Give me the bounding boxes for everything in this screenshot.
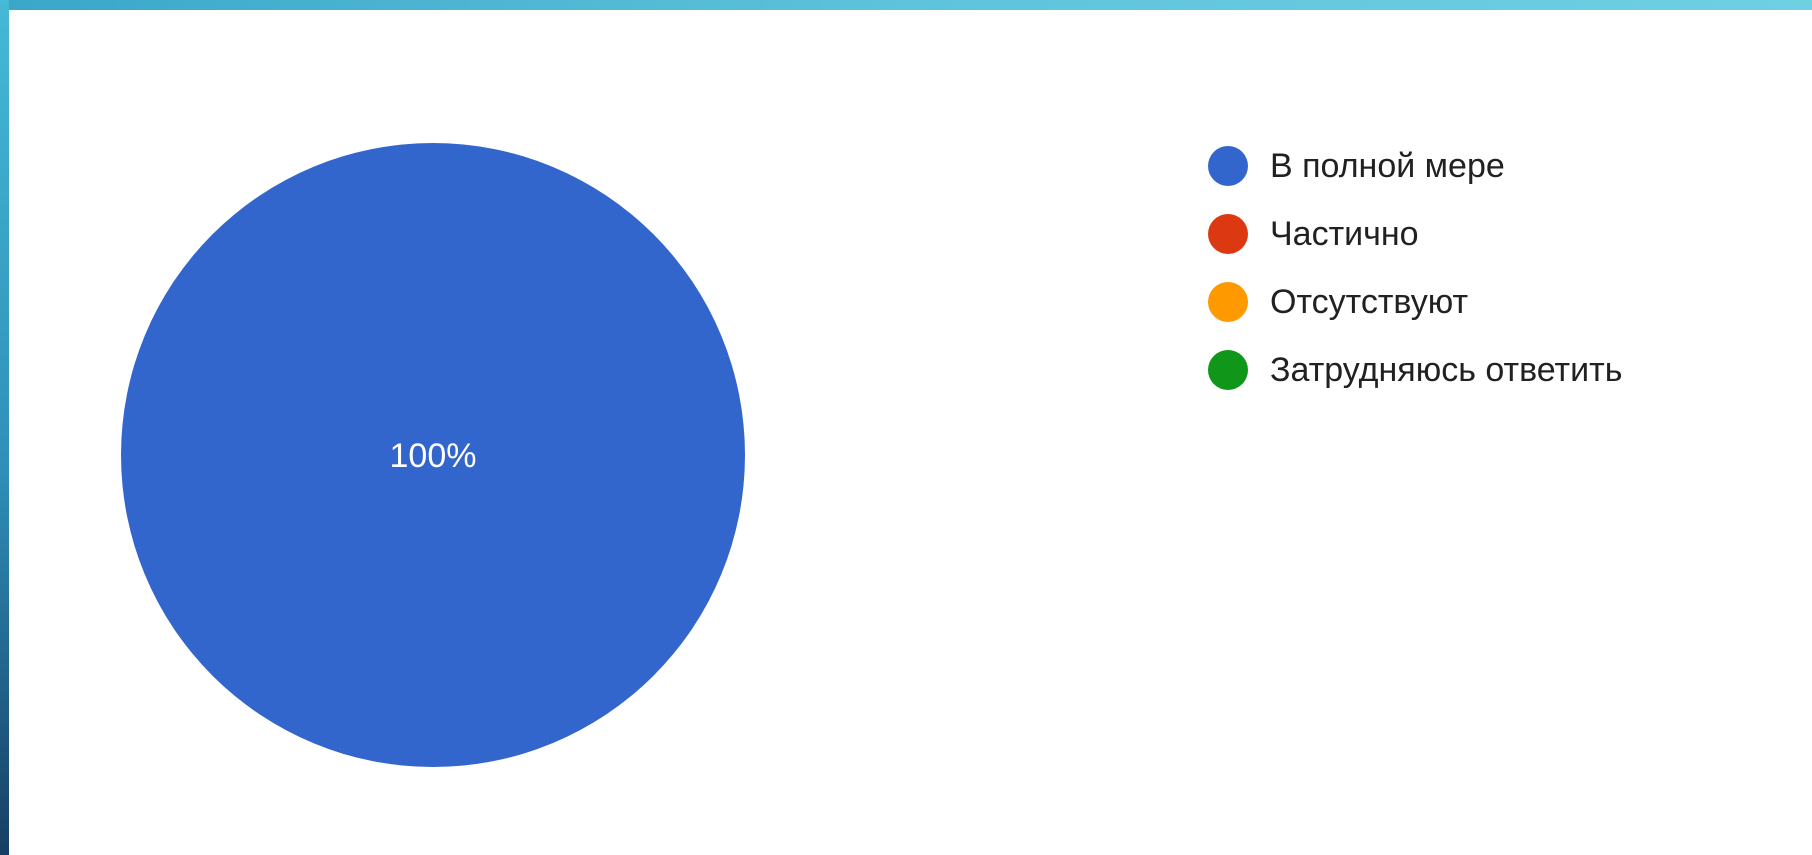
legend-swatch [1208, 214, 1248, 254]
legend-item: В полной мере [1208, 132, 1768, 200]
slice-data-label: 100% [390, 437, 477, 475]
legend-item: Затрудняюсь ответить [1208, 336, 1768, 404]
pie-slice [121, 143, 745, 767]
legend-swatch [1208, 282, 1248, 322]
legend-label: Затрудняюсь ответить [1270, 350, 1623, 389]
legend-label: Отсутствуют [1270, 282, 1469, 321]
top-accent-strip [0, 0, 1812, 10]
legend-swatch [1208, 350, 1248, 390]
left-accent-strip [0, 0, 9, 855]
legend-label: Частично [1270, 214, 1419, 253]
legend-label: В полной мере [1270, 146, 1505, 185]
legend-item: Частично [1208, 200, 1768, 268]
legend-item: Отсутствуют [1208, 268, 1768, 336]
chart-legend: В полной мере Частично Отсутствуют Затрудня… [1208, 132, 1768, 404]
legend-swatch [1208, 146, 1248, 186]
